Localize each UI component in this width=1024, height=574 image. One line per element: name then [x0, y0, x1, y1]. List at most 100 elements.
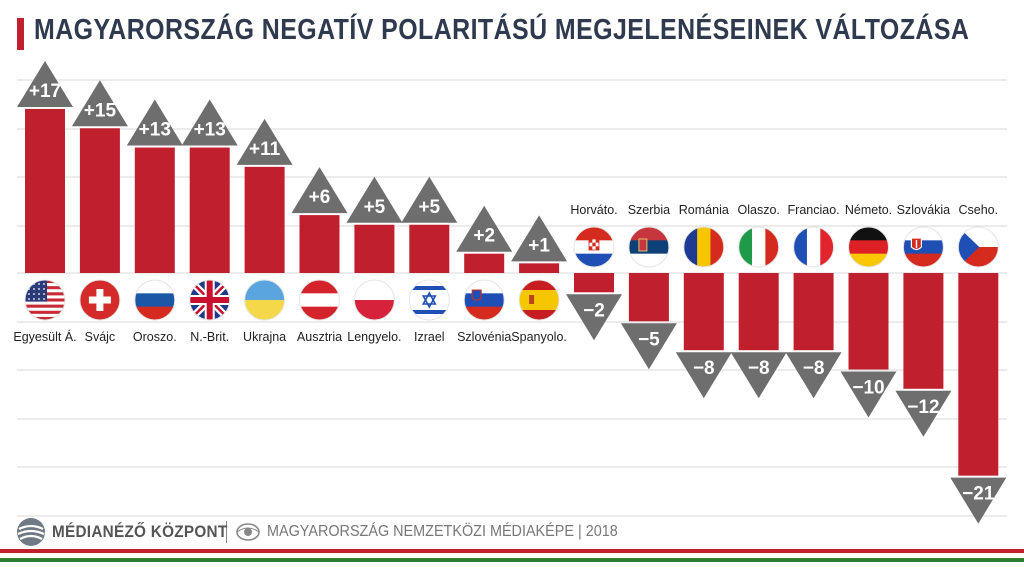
category-label: Lengyelo. [347, 330, 401, 344]
category-label: Németo. [845, 203, 892, 217]
flag-ring [683, 226, 725, 268]
value-label: +17 [29, 81, 61, 102]
value-label: −8 [748, 358, 770, 379]
footer: MÉDIANÉZŐ KÖZPONT MAGYARORSZÁG NEMZETKÖZ… [16, 516, 657, 548]
category-label: Ausztria [297, 330, 342, 344]
ukraine-flag-icon [244, 280, 285, 320]
value-label: −21 [962, 484, 995, 505]
value-triangle [17, 60, 73, 107]
flag-ring [957, 226, 999, 268]
value-triangle [950, 477, 1007, 524]
category-label: Egyesült Á. [13, 329, 76, 344]
category-label: Szerbia [628, 203, 670, 217]
category-label: Cseho. [958, 203, 998, 217]
category-label: Svájc [85, 330, 116, 344]
value-label: −8 [693, 358, 715, 379]
russia-flag-icon [134, 280, 175, 320]
flag-ring [189, 279, 231, 321]
poland-flag-icon [354, 280, 395, 320]
category-label: N.-Brit. [190, 330, 229, 344]
flag-ring [628, 226, 670, 268]
israel-flag-icon [409, 280, 450, 320]
value-triangle [620, 323, 677, 370]
spain-flag-icon [519, 280, 560, 320]
bar [409, 224, 450, 273]
value-label: −10 [852, 378, 884, 399]
bar [244, 166, 285, 273]
category-label: Ukrajna [243, 330, 286, 344]
value-label: −2 [583, 300, 605, 321]
category-label: Horváto. [570, 203, 617, 217]
value-triangle [291, 167, 348, 214]
value-triangle [785, 352, 842, 399]
bar [793, 273, 834, 351]
bar [738, 273, 779, 351]
footer-separator [226, 521, 227, 543]
category-label: Spanyolo. [511, 330, 567, 344]
flag-ring [518, 279, 560, 321]
category-label: Szlovénia [457, 330, 511, 344]
romania-flag-icon [683, 227, 724, 267]
value-label: +5 [418, 197, 440, 218]
category-label: Franciao. [788, 203, 840, 217]
bar [79, 128, 120, 273]
value-label: +13 [194, 120, 226, 141]
value-label: −8 [803, 358, 825, 379]
germany-flag-icon [848, 227, 889, 267]
value-triangle [401, 176, 458, 223]
flag-ring [793, 226, 835, 268]
bar [464, 253, 505, 273]
value-label: +13 [139, 120, 171, 141]
footer-stripe-white [0, 553, 1024, 558]
value-triangle [456, 205, 513, 252]
czechia-flag-icon [958, 227, 999, 267]
value-triangle [71, 80, 128, 127]
france-flag-icon [793, 227, 834, 267]
slovakia-flag-icon [903, 227, 944, 267]
uk-flag-icon [189, 280, 230, 320]
footer-publication: MAGYARORSZÁG NEMZETKÖZI MÉDIAKÉPE | 2018 [267, 523, 618, 540]
value-triangle [126, 99, 183, 146]
value-label: +5 [364, 197, 386, 218]
croatia-flag-icon [574, 227, 614, 267]
bar [683, 273, 724, 351]
bar [134, 147, 175, 273]
flag-ring [299, 279, 340, 321]
category-label: Oroszo. [133, 330, 177, 344]
value-triangle [511, 215, 568, 262]
flag-ring [353, 279, 395, 321]
value-label: +2 [473, 226, 495, 247]
flag-ring [24, 279, 66, 321]
bar [958, 273, 999, 476]
austria-flag-icon [299, 280, 340, 320]
flag-ring [573, 226, 615, 268]
value-triangle [236, 118, 293, 165]
value-triangle [840, 371, 897, 418]
category-label: Szlovákia [897, 203, 951, 217]
medianezo-logo-icon [17, 518, 45, 546]
flag-ring [902, 226, 944, 268]
value-triangle [675, 352, 732, 399]
footer-stripe-green [0, 558, 1024, 562]
footer-stripe-red [0, 549, 1024, 553]
value-label: +11 [249, 139, 281, 160]
flag-ring [738, 226, 780, 268]
footer-brand: MÉDIANÉZŐ KÖZPONT [52, 522, 228, 541]
flag-ring [134, 279, 176, 321]
category-label: Izrael [414, 330, 445, 344]
slovenia-flag-icon [464, 280, 505, 320]
value-label: −5 [638, 329, 660, 350]
bar [574, 273, 614, 293]
value-label: +6 [309, 187, 331, 208]
value-label: +1 [528, 235, 550, 256]
bar [25, 108, 65, 273]
bar [299, 215, 340, 273]
flag-ring [463, 279, 505, 321]
bar [519, 263, 560, 273]
switzerland-flag-icon [79, 280, 120, 320]
value-triangle [346, 176, 403, 223]
bar [189, 147, 230, 273]
category-label: Románia [679, 203, 729, 217]
value-triangle [730, 352, 787, 399]
